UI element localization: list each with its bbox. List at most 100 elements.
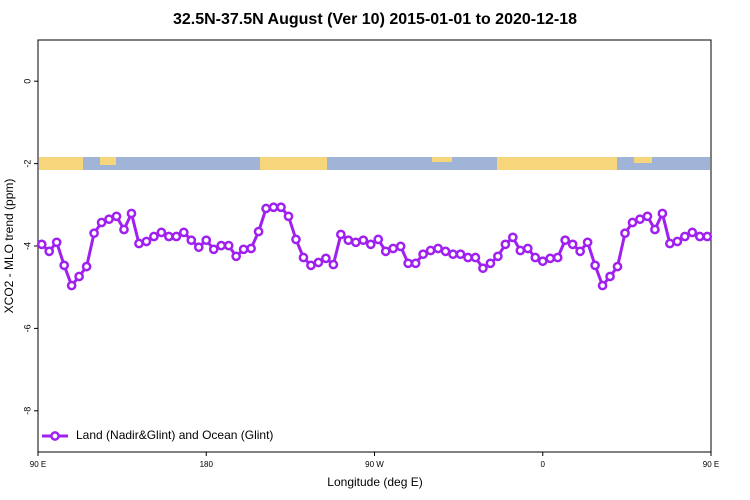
- data-point: [231, 251, 242, 262]
- data-point: [246, 243, 256, 254]
- data-point: [208, 244, 219, 255]
- data-point: [149, 231, 159, 242]
- data-point: [590, 260, 600, 271]
- data-point: [66, 280, 77, 291]
- data-point: [134, 238, 144, 249]
- data-point: [51, 237, 62, 248]
- land: [497, 157, 617, 170]
- data-point: [313, 257, 324, 268]
- data-point: [493, 251, 503, 262]
- data-point: [575, 246, 585, 257]
- x-tick-label: 0: [541, 460, 546, 469]
- y-tick-label: -2: [22, 160, 32, 168]
- data-point: [201, 235, 212, 246]
- data-point: [96, 217, 107, 228]
- data-point: [89, 228, 99, 239]
- data-point: [455, 249, 466, 260]
- data-point: [679, 231, 690, 242]
- data-point: [620, 228, 630, 239]
- data-point: [418, 249, 428, 260]
- data-point: [350, 237, 361, 248]
- data-point: [328, 259, 339, 270]
- data-point: [500, 239, 511, 250]
- land: [100, 157, 116, 165]
- data-point: [156, 227, 167, 238]
- land-ocean-strip: [39, 157, 710, 170]
- data-point: [36, 239, 47, 250]
- land: [39, 157, 83, 170]
- y-tick-label: -6: [22, 324, 32, 332]
- data-point: [403, 258, 413, 269]
- data-point: [276, 202, 286, 213]
- data-point: [336, 229, 346, 240]
- data-point: [552, 252, 563, 263]
- data-point: [545, 253, 556, 264]
- data-point: [126, 208, 137, 219]
- data-point: [216, 240, 227, 251]
- data-point: [425, 245, 436, 256]
- data-point: [627, 217, 638, 228]
- data-point: [530, 252, 541, 263]
- data-point: [321, 253, 331, 264]
- data-point: [365, 239, 376, 250]
- data-point: [612, 261, 623, 272]
- data-point: [358, 235, 369, 246]
- data-point: [410, 258, 421, 269]
- data-point: [657, 208, 668, 219]
- data-point: [433, 243, 443, 254]
- data-point: [470, 252, 481, 263]
- data-point: [463, 252, 473, 263]
- y-axis-label: XCO2 - MLO trend (ppm): [2, 179, 16, 314]
- chart-title: 32.5N-37.5N August (Ver 10) 2015-01-01 t…: [173, 11, 577, 28]
- y-tick-label: -8: [22, 407, 32, 415]
- data-point: [560, 235, 571, 246]
- land: [432, 157, 452, 162]
- data-point: [223, 240, 234, 251]
- data-point: [537, 256, 548, 267]
- data-point: [485, 258, 496, 269]
- y-tick-label: -4: [22, 242, 32, 250]
- data-point: [164, 231, 174, 242]
- data-point: [193, 242, 204, 253]
- data-point: [672, 236, 683, 247]
- legend-marker: [50, 431, 60, 441]
- data-point: [81, 261, 92, 272]
- data-point: [395, 241, 406, 252]
- data-point: [111, 211, 122, 222]
- land: [260, 157, 327, 170]
- data-point: [171, 231, 182, 242]
- data-point: [522, 243, 533, 254]
- data-point: [515, 245, 526, 256]
- data-point: [283, 211, 294, 222]
- data-point: [440, 246, 451, 257]
- data-point: [665, 238, 675, 249]
- data-point: [104, 214, 114, 225]
- y-tick-label: 0: [22, 79, 32, 84]
- data-point: [373, 234, 384, 245]
- data-point: [635, 214, 645, 225]
- data-point: [507, 232, 518, 243]
- data-point: [478, 263, 488, 274]
- x-axis-label: Longitude (deg E): [327, 475, 422, 489]
- data-point: [238, 244, 249, 255]
- data-point: [44, 246, 55, 257]
- data-point: [605, 271, 615, 282]
- data-point: [687, 227, 698, 238]
- data-point: [74, 271, 84, 282]
- x-tick-label: 90 E: [30, 460, 46, 469]
- data-point: [448, 249, 458, 260]
- data-point: [253, 226, 264, 237]
- legend-label: Land (Nadir&Glint) and Ocean (Glint): [76, 428, 273, 442]
- data-point: [650, 224, 660, 235]
- data-point: [642, 211, 653, 222]
- data-point: [298, 252, 309, 263]
- data-point: [388, 243, 399, 254]
- data-point: [59, 260, 70, 271]
- data-point: [178, 227, 189, 238]
- data-point: [702, 231, 713, 242]
- data-point: [306, 260, 316, 271]
- data-point: [141, 236, 152, 247]
- data-point: [380, 246, 391, 257]
- data-point: [291, 234, 301, 245]
